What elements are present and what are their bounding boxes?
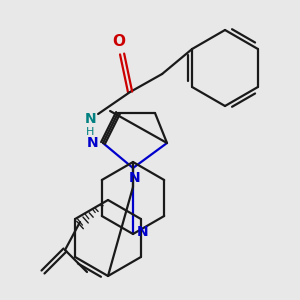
Text: N: N xyxy=(137,225,149,239)
Text: N: N xyxy=(84,112,96,126)
Text: O: O xyxy=(112,34,126,50)
Text: N: N xyxy=(129,171,141,185)
Text: N: N xyxy=(87,136,99,150)
Text: H: H xyxy=(86,127,94,137)
